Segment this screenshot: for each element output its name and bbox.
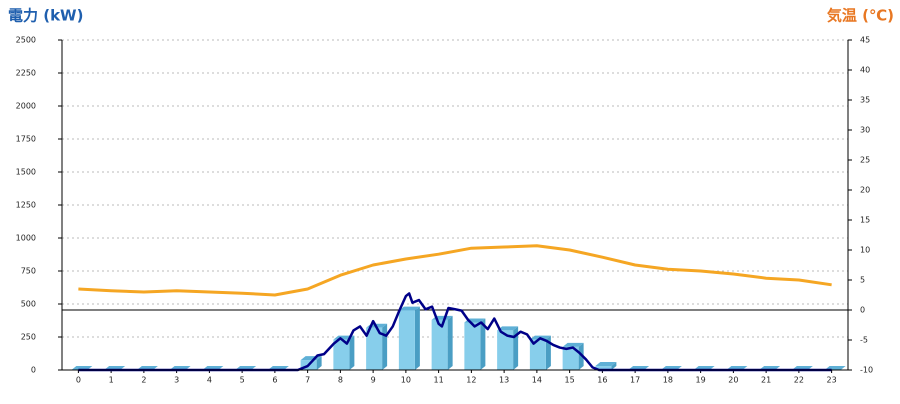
x-tick-label: 5	[240, 376, 245, 385]
y2-tick-label: 45	[860, 36, 870, 45]
bar-top	[497, 326, 519, 331]
x-tick-label: 19	[696, 376, 706, 385]
bar	[366, 327, 383, 370]
x-tick-label: 2	[141, 376, 146, 385]
y-tick-label: 1750	[16, 135, 36, 144]
x-tick-label: 4	[207, 376, 212, 385]
x-tick-label: 10	[401, 376, 411, 385]
y-tick-label: 2500	[16, 36, 36, 45]
y2-tick-label: 0	[860, 306, 865, 315]
y2-tick-label: -5	[860, 336, 868, 345]
y2-tick-label: 40	[860, 66, 870, 75]
x-tick-label: 18	[663, 376, 673, 385]
bar-side	[611, 362, 617, 370]
bar-top	[398, 306, 420, 311]
bar-side	[382, 323, 388, 370]
bar-top	[595, 362, 617, 367]
y2-tick-label: 20	[860, 186, 870, 195]
bar-side	[414, 306, 420, 370]
y-tick-label: 1250	[16, 201, 36, 210]
x-tick-label: 6	[272, 376, 277, 385]
line	[78, 244, 832, 297]
bar-side	[480, 318, 486, 370]
bar	[333, 339, 350, 370]
y2-tick-label: 15	[860, 216, 870, 225]
y-tick-label: 500	[21, 300, 36, 309]
x-tick-label: 17	[630, 376, 640, 385]
bar-side	[545, 335, 551, 370]
x-tick-label: 11	[434, 376, 444, 385]
bar-side	[447, 315, 453, 370]
bar	[595, 366, 612, 370]
x-tick-label: 13	[499, 376, 509, 385]
bar-side	[578, 342, 584, 370]
x-tick-label: 9	[371, 376, 376, 385]
y2-tick-label: -10	[860, 366, 873, 375]
line	[78, 292, 832, 372]
bar	[431, 319, 448, 370]
x-tick-label: 21	[761, 376, 771, 385]
y-tick-label: 2000	[16, 102, 36, 111]
y-tick-label: 1500	[16, 168, 36, 177]
x-tick-label: 16	[597, 376, 607, 385]
x-tick-label: 12	[466, 376, 476, 385]
bar	[562, 346, 579, 370]
bar	[497, 330, 514, 370]
y2-tick-label: 30	[860, 126, 870, 135]
y-tick-label: 250	[21, 333, 36, 342]
x-tick-label: 0	[76, 376, 81, 385]
x-tick-label: 7	[305, 376, 310, 385]
y-tick-label: 0	[31, 366, 36, 375]
y-tick-label: 1000	[16, 234, 36, 243]
y-tick-label: 750	[21, 267, 36, 276]
bar-side	[349, 335, 355, 370]
x-tick-label: 22	[794, 376, 804, 385]
x-tick-label: 8	[338, 376, 343, 385]
x-tick-label: 14	[532, 376, 542, 385]
y2-title: 気温 (℃)	[827, 7, 894, 25]
bar	[398, 310, 415, 370]
x-tick-label: 3	[174, 376, 179, 385]
x-tick-label: 23	[827, 376, 837, 385]
chart-title: 電力 (kW)	[8, 7, 83, 25]
bar	[464, 322, 481, 370]
bar-top	[562, 342, 584, 347]
y2-tick-label: 35	[860, 96, 870, 105]
x-tick-label: 15	[565, 376, 575, 385]
y2-tick-label: 10	[860, 246, 870, 255]
y2-tick-label: 5	[860, 276, 865, 285]
y-tick-label: 2250	[16, 69, 36, 78]
x-tick-label: 20	[728, 376, 738, 385]
y2-tick-label: 25	[860, 156, 870, 165]
bar	[529, 339, 546, 370]
x-tick-label: 1	[109, 376, 114, 385]
bar-side	[316, 356, 322, 370]
